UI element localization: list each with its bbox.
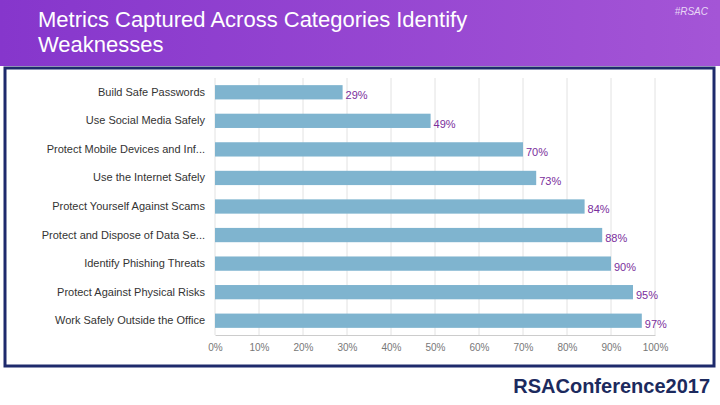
data-label: 95%: [636, 289, 658, 301]
bar: [215, 114, 431, 128]
x-tick: 60%: [469, 335, 489, 353]
bar: [215, 285, 633, 299]
y-tick: Identify Phishing Threats: [84, 257, 215, 269]
y-tick-label: Protect and Dispose of Data Se...: [42, 229, 205, 241]
y-tick: Protect Yourself Against Scams: [52, 200, 215, 212]
y-axis-line: [215, 79, 216, 336]
x-tick-label: 80%: [557, 342, 577, 353]
bars: [215, 85, 642, 328]
x-tick-label: 0%: [208, 342, 223, 353]
x-tick: 30%: [337, 335, 357, 353]
y-tick: Use the Internet Safely: [93, 171, 215, 183]
bar: [215, 142, 523, 156]
chart-frame: [5, 68, 714, 366]
bar: [215, 171, 536, 185]
bar: [215, 314, 642, 328]
x-tick-label: 90%: [601, 342, 621, 353]
y-tick: Use Social Media Safely: [86, 114, 215, 126]
y-tick-label: Protect Against Physical Risks: [57, 286, 205, 298]
data-label: 84%: [588, 203, 610, 215]
bar: [215, 256, 611, 270]
x-tick-label: 70%: [513, 342, 533, 353]
x-tick-label: 10%: [249, 342, 269, 353]
bar: [215, 199, 585, 213]
x-tick-label: 60%: [469, 342, 489, 353]
data-label: 29%: [346, 89, 368, 101]
y-tick-label: Identify Phishing Threats: [84, 257, 205, 269]
data-label: 70%: [526, 146, 548, 158]
data-label: 49%: [434, 118, 456, 130]
hashtag: #RSAC: [675, 6, 709, 17]
grid: [215, 78, 655, 335]
x-tick-label: 50%: [425, 342, 445, 353]
bar: [215, 85, 343, 99]
bar: [215, 228, 602, 242]
x-tick-label: 100%: [643, 342, 669, 353]
x-tick: 0%: [208, 335, 223, 353]
header-band: [0, 0, 720, 66]
y-tick-label: Protect Yourself Against Scams: [52, 200, 205, 212]
data-label: 73%: [539, 175, 561, 187]
x-tick: 40%: [381, 335, 401, 353]
x-tick-label: 30%: [337, 342, 357, 353]
x-tick-label: 40%: [381, 342, 401, 353]
data-label: 90%: [614, 261, 636, 273]
y-tick: Work Safely Outside the Office: [55, 314, 215, 326]
x-tick: 20%: [293, 335, 313, 353]
y-tick-label: Work Safely Outside the Office: [55, 314, 205, 326]
y-tick: Protect Mobile Devices and Inf...: [47, 143, 215, 155]
y-tick-label: Use Social Media Safely: [86, 114, 206, 126]
data-label: 88%: [605, 232, 627, 244]
x-tick: 70%: [513, 335, 533, 353]
x-axis: 0% 10% 20% 30% 40% 50% 60% 70% 80% 90% 100%: [208, 335, 668, 353]
y-tick-label: Protect Mobile Devices and Inf...: [47, 143, 205, 155]
y-axis: Build Safe Passwords Use Social Media Saf…: [42, 79, 216, 336]
x-axis-line: [216, 335, 656, 336]
x-tick: 90%: [601, 335, 621, 353]
x-tick: 80%: [557, 335, 577, 353]
data-label: 97%: [645, 318, 667, 330]
y-tick-label: Build Safe Passwords: [98, 86, 205, 98]
title: Metrics Captured Across Categories Ident…: [38, 7, 467, 57]
y-tick: Protect and Dispose of Data Se...: [42, 229, 215, 241]
x-tick: 10%: [249, 335, 269, 353]
x-tick: 50%: [425, 335, 445, 353]
x-tick: 100%: [643, 335, 669, 353]
y-tick: Protect Against Physical Risks: [57, 286, 215, 298]
y-tick: Build Safe Passwords: [98, 86, 215, 98]
slide: Metrics Captured Across Categories Ident…: [0, 0, 720, 405]
x-tick-label: 20%: [293, 342, 313, 353]
data-labels: 29% 49% 70% 73% 84% 88% 90% 95% 97%: [346, 89, 667, 329]
footer-logo: RSAConference2017: [513, 375, 710, 397]
y-tick-label: Use the Internet Safely: [93, 171, 205, 183]
